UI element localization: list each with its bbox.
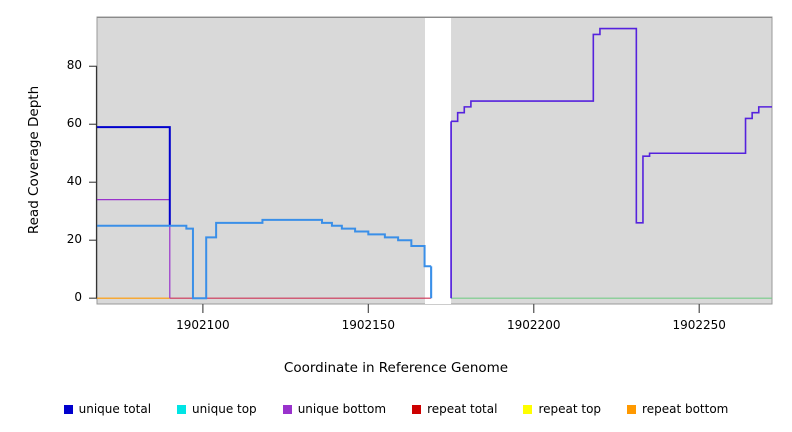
legend-item-repeat-total[interactable]: repeat total: [412, 402, 497, 416]
legend-label: repeat total: [427, 402, 498, 416]
y-tick-label: 20: [66, 232, 82, 247]
legend-item-unique-bottom[interactable]: unique bottom: [282, 402, 387, 416]
legend-label: unique bottom: [297, 402, 387, 416]
square-swatch-icon: [627, 404, 637, 414]
x-tick-label: 1902100: [176, 318, 230, 332]
legend-label: unique total: [78, 402, 152, 416]
square-swatch-icon: [523, 404, 533, 414]
series-unique-total: [97, 126, 171, 226]
chart-legend: unique total unique top unique bottom repea…: [0, 398, 792, 420]
x-tick-label: 1902150: [341, 318, 396, 332]
data-series-layer: [97, 18, 772, 304]
axis-layer: [89, 65, 700, 313]
x-axis-title: Coordinate in Reference Genome: [283, 360, 509, 376]
square-swatch-icon: [412, 404, 422, 414]
no-data-gap-mask: [431, 18, 452, 304]
y-tick-label: 0: [74, 290, 82, 305]
legend-item-unique-total[interactable]: unique total: [63, 402, 152, 416]
y-tick-label: 40: [66, 174, 82, 189]
legend-label: unique top: [192, 402, 257, 416]
x-tick-label: 1902200: [507, 318, 561, 332]
square-swatch-icon: [177, 404, 187, 414]
legend-item-repeat-top[interactable]: repeat top: [523, 402, 601, 416]
legend-item-unique-top[interactable]: unique top: [177, 402, 257, 416]
y-tick-label: 60: [66, 116, 82, 131]
x-tick-label: 1902250: [672, 318, 726, 332]
square-swatch-icon: [282, 404, 292, 414]
y-tick-label: 80: [66, 58, 82, 73]
legend-item-repeat-bottom[interactable]: repeat bottom: [627, 402, 728, 416]
legend-label: repeat top: [538, 402, 602, 416]
square-swatch-icon: [63, 404, 73, 414]
legend-label: repeat bottom: [642, 402, 729, 416]
coverage-trace-left: [97, 218, 433, 300]
y-axis-title: Read Coverage Depth: [26, 85, 42, 235]
coverage-trace-right: [450, 27, 772, 299]
